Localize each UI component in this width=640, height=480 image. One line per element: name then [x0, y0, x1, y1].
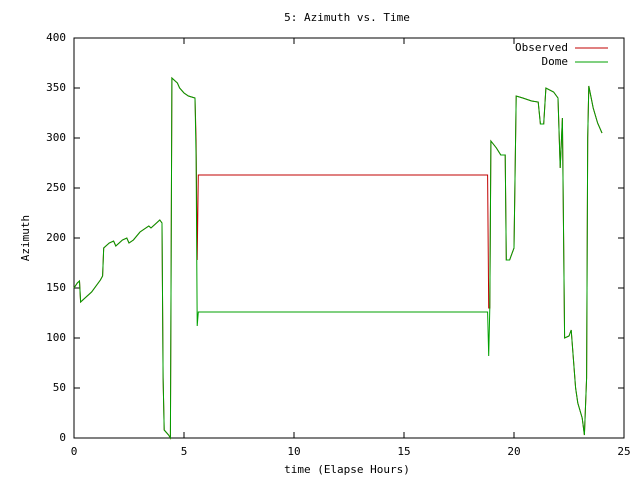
y-tick-label: 350	[46, 81, 66, 94]
chart-title: 5: Azimuth vs. Time	[284, 11, 410, 24]
y-tick-label: 300	[46, 131, 66, 144]
legend-label: Dome	[542, 55, 569, 68]
x-tick-label: 5	[181, 445, 188, 458]
x-tick-label: 10	[287, 445, 300, 458]
x-tick-label: 15	[397, 445, 410, 458]
series-line	[73, 76, 603, 440]
x-tick-label: 0	[71, 445, 78, 458]
y-tick-label: 200	[46, 231, 66, 244]
y-tick-label: 150	[46, 281, 66, 294]
series-line	[73, 76, 603, 440]
x-tick-label: 20	[507, 445, 520, 458]
y-tick-label: 400	[46, 31, 66, 44]
y-tick-label: 50	[53, 381, 66, 394]
legend-label: Observed	[515, 41, 568, 54]
y-tick-label: 100	[46, 331, 66, 344]
y-tick-label: 250	[46, 181, 66, 194]
y-axis-label: Azimuth	[19, 215, 32, 261]
y-tick-label: 0	[59, 431, 66, 444]
x-tick-label: 25	[617, 445, 630, 458]
x-axis-label: time (Elapse Hours)	[284, 463, 410, 476]
plot-frame	[73, 37, 625, 439]
